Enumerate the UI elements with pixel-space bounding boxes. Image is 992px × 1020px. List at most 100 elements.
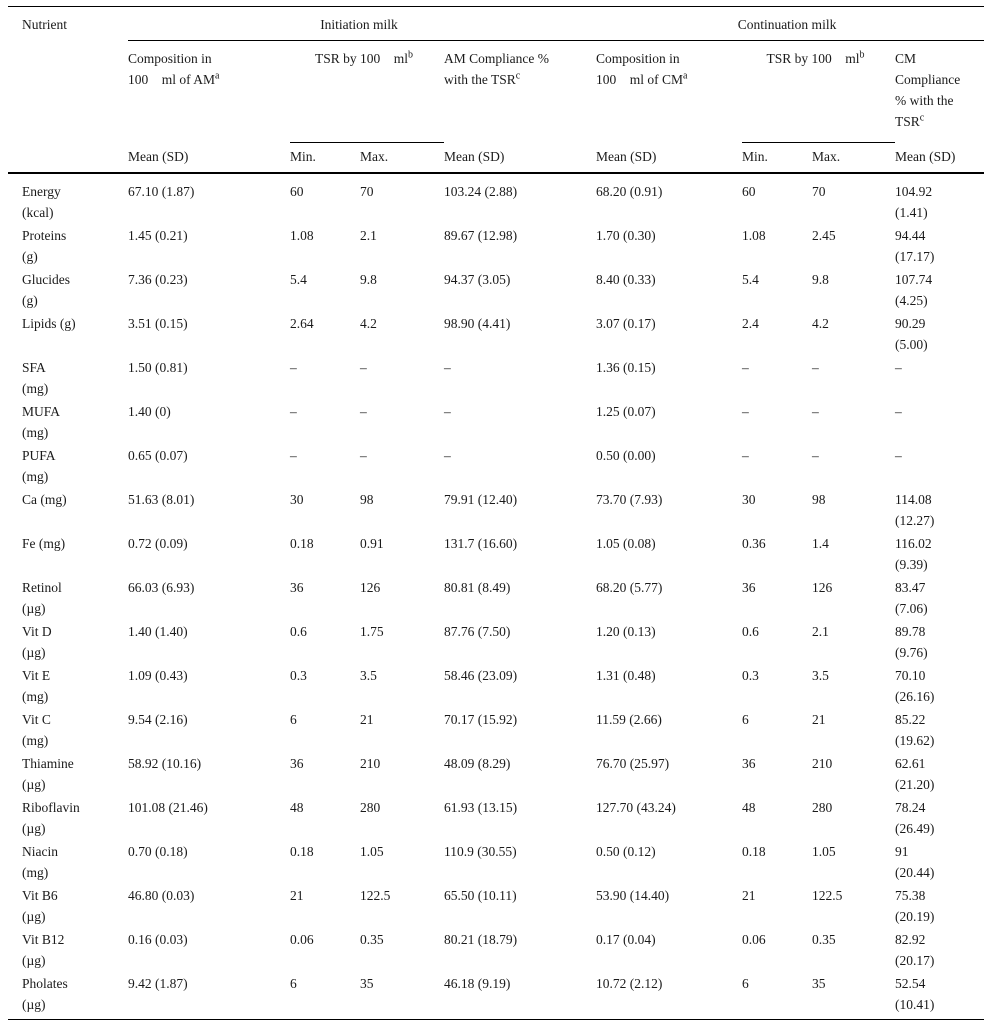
nutrient-cell: Vit D (µg) — [22, 624, 52, 660]
value-cell: 46.18 (9.19) — [444, 971, 596, 1020]
table-header: Nutrient Initiation milk Continuation mi… — [8, 6, 985, 174]
table-row: Thiamine (µg) 58.92 (10.16) 36 210 48.09 (8.… — [8, 751, 984, 795]
value-cell: 131.7 (16.60) — [444, 536, 518, 551]
am-min-header: Min. — [290, 142, 360, 174]
cm-max-header: Max. — [812, 142, 895, 174]
value-cell: – — [812, 360, 819, 375]
nutrient-cell: Niacin (mg) — [22, 844, 58, 880]
value-cell: 9.8 — [812, 272, 829, 287]
value-cell: – — [812, 448, 819, 463]
value-cell: – — [290, 360, 297, 375]
am-composition-header: Composition in 100 ml of AMa — [128, 51, 220, 87]
value-cell: 1.05 — [812, 844, 836, 859]
value-cell: 110.9 (30.55) — [444, 844, 517, 859]
value-cell: 21 — [742, 888, 756, 903]
nutrient-cell: Vit E (mg) — [22, 668, 51, 704]
table-row: Energy (kcal) 67.10 (1.87) 60 70 103.24 (2.8… — [8, 173, 984, 223]
value-cell: 2.45 — [812, 228, 836, 243]
value-cell: 65.50 (10.11) — [444, 888, 517, 903]
value-cell: 2.64 — [290, 316, 314, 331]
value-cell: 107.74 (4.25) — [895, 272, 933, 308]
value-cell: 58.92 (10.16) — [128, 756, 202, 771]
table-row: Proteins (g) 1.45 (0.21) 1.08 2.1 89.67 (12.… — [8, 223, 984, 267]
value-cell: 0.70 (0.18) — [128, 844, 188, 859]
value-cell: 30 — [290, 492, 304, 507]
am-tsr-header: TSR by 100 mlb — [290, 40, 444, 143]
table-row: Vit B6 (µg) 46.80 (0.03) 21 122.5 65.50 (10.… — [8, 883, 984, 927]
nutrient-cell: Lipids (g) — [22, 316, 76, 331]
value-cell: 116.02 (9.39) — [895, 536, 932, 572]
value-cell: 61.93 (13.15) — [444, 800, 518, 815]
value-cell: 98.90 (4.41) — [444, 316, 511, 331]
value-cell: – — [360, 404, 367, 419]
value-cell: – — [290, 404, 297, 419]
value-cell: 75.38 (20.19) — [895, 888, 935, 924]
sub-header-row: Composition in 100 ml of AMa TSR by 100 … — [8, 40, 984, 143]
value-cell: 0.06 — [742, 932, 766, 947]
value-cell: 1.45 (0.21) — [128, 228, 188, 243]
value-cell: 0.18 — [742, 844, 766, 859]
value-cell: 1.75 — [360, 624, 384, 639]
value-cell: 0.6 — [742, 624, 759, 639]
value-cell: 6 — [290, 712, 297, 727]
value-cell: 51.63 (8.01) — [128, 492, 195, 507]
value-cell: 1.31 (0.48) — [596, 668, 656, 683]
value-cell: – — [742, 404, 749, 419]
value-cell: 0.06 — [290, 932, 314, 947]
value-cell: 2.1 — [360, 228, 377, 243]
value-cell: 9.42 (1.87) — [128, 971, 290, 1020]
value-cell: – — [742, 360, 749, 375]
value-cell: 91 (20.44) — [895, 844, 935, 880]
value-cell: 83.47 (7.06) — [895, 580, 928, 616]
value-cell: 0.3 — [742, 668, 759, 683]
am-compliance-header: AM Compliance % with the TSRc — [444, 51, 549, 87]
value-cell: 0.72 (0.09) — [128, 536, 188, 551]
nutrient-table-container: Nutrient Initiation milk Continuation mi… — [8, 6, 985, 1020]
value-cell: 70 — [360, 184, 374, 199]
value-cell: 30 — [742, 492, 756, 507]
nutrient-cell: MUFA (mg) — [22, 404, 61, 440]
value-cell: 48 — [742, 800, 756, 815]
value-cell: 104.92 (1.41) — [895, 184, 933, 220]
table-row: PUFA (mg) 0.65 (0.07) – – – 0.50 (0.00) – – – — [8, 443, 984, 487]
nutrient-cell: Proteins (g) — [22, 228, 67, 264]
table-row: Retinol (µg) 66.03 (6.93) 36 126 80.81 (8.49… — [8, 575, 984, 619]
value-cell: 68.20 (0.91) — [596, 184, 663, 199]
value-cell: 1.40 (0) — [128, 404, 171, 419]
table-row: Riboflavin (µg) 101.08 (21.46) 48 280 61.93 … — [8, 795, 984, 839]
value-cell: 68.20 (5.77) — [596, 580, 663, 595]
value-cell: 70.17 (15.92) — [444, 712, 518, 727]
cm-mean-sd-header: Mean (SD) — [596, 142, 742, 174]
value-cell: 122.5 — [812, 888, 843, 903]
value-cell: 9.8 — [360, 272, 377, 287]
cm-compliance-mean-sd-header: Mean (SD) — [895, 142, 985, 174]
value-cell: 90.29 (5.00) — [895, 316, 928, 352]
nutrient-cell: Vit C (mg) — [22, 712, 51, 748]
footnote-b-marker: b — [408, 49, 413, 61]
footnote-b-marker: b — [859, 49, 865, 61]
value-cell: 1.40 (1.40) — [128, 624, 188, 639]
value-cell: 3.07 (0.17) — [596, 316, 656, 331]
footnote-c-marker: c — [515, 70, 521, 82]
value-cell: 1.36 (0.15) — [596, 360, 656, 375]
am-max-header: Max. — [360, 142, 444, 174]
value-cell: 2.4 — [742, 316, 759, 331]
value-cell: 0.18 — [290, 536, 314, 551]
value-cell: 67.10 (1.87) — [128, 184, 195, 199]
nutrient-composition-table: Nutrient Initiation milk Continuation mi… — [8, 6, 985, 1020]
nutrient-cell: Ca (mg) — [22, 492, 67, 507]
value-cell: 6 — [742, 971, 812, 1020]
table-row: Vit C (mg) 9.54 (2.16) 6 21 70.17 (15.92) 11.… — [8, 707, 984, 751]
value-cell: 4.2 — [360, 316, 377, 331]
nutrient-cell: Glucides (g) — [22, 272, 70, 308]
value-cell: 3.5 — [812, 668, 829, 683]
value-cell: 35 — [812, 971, 895, 1020]
table-row: Pholates (µg) 9.42 (1.87) 6 35 46.18 (9.19) 1… — [8, 971, 985, 1020]
nutrient-column-header: Nutrient — [8, 6, 128, 174]
value-cell: 36 — [742, 580, 756, 595]
value-cell: 210 — [360, 756, 381, 771]
value-cell: 1.20 (0.13) — [596, 624, 656, 639]
value-cell: 35 — [360, 971, 444, 1020]
nutrient-cell: SFA (mg) — [22, 360, 49, 396]
value-cell: 127.70 (43.24) — [596, 800, 676, 815]
